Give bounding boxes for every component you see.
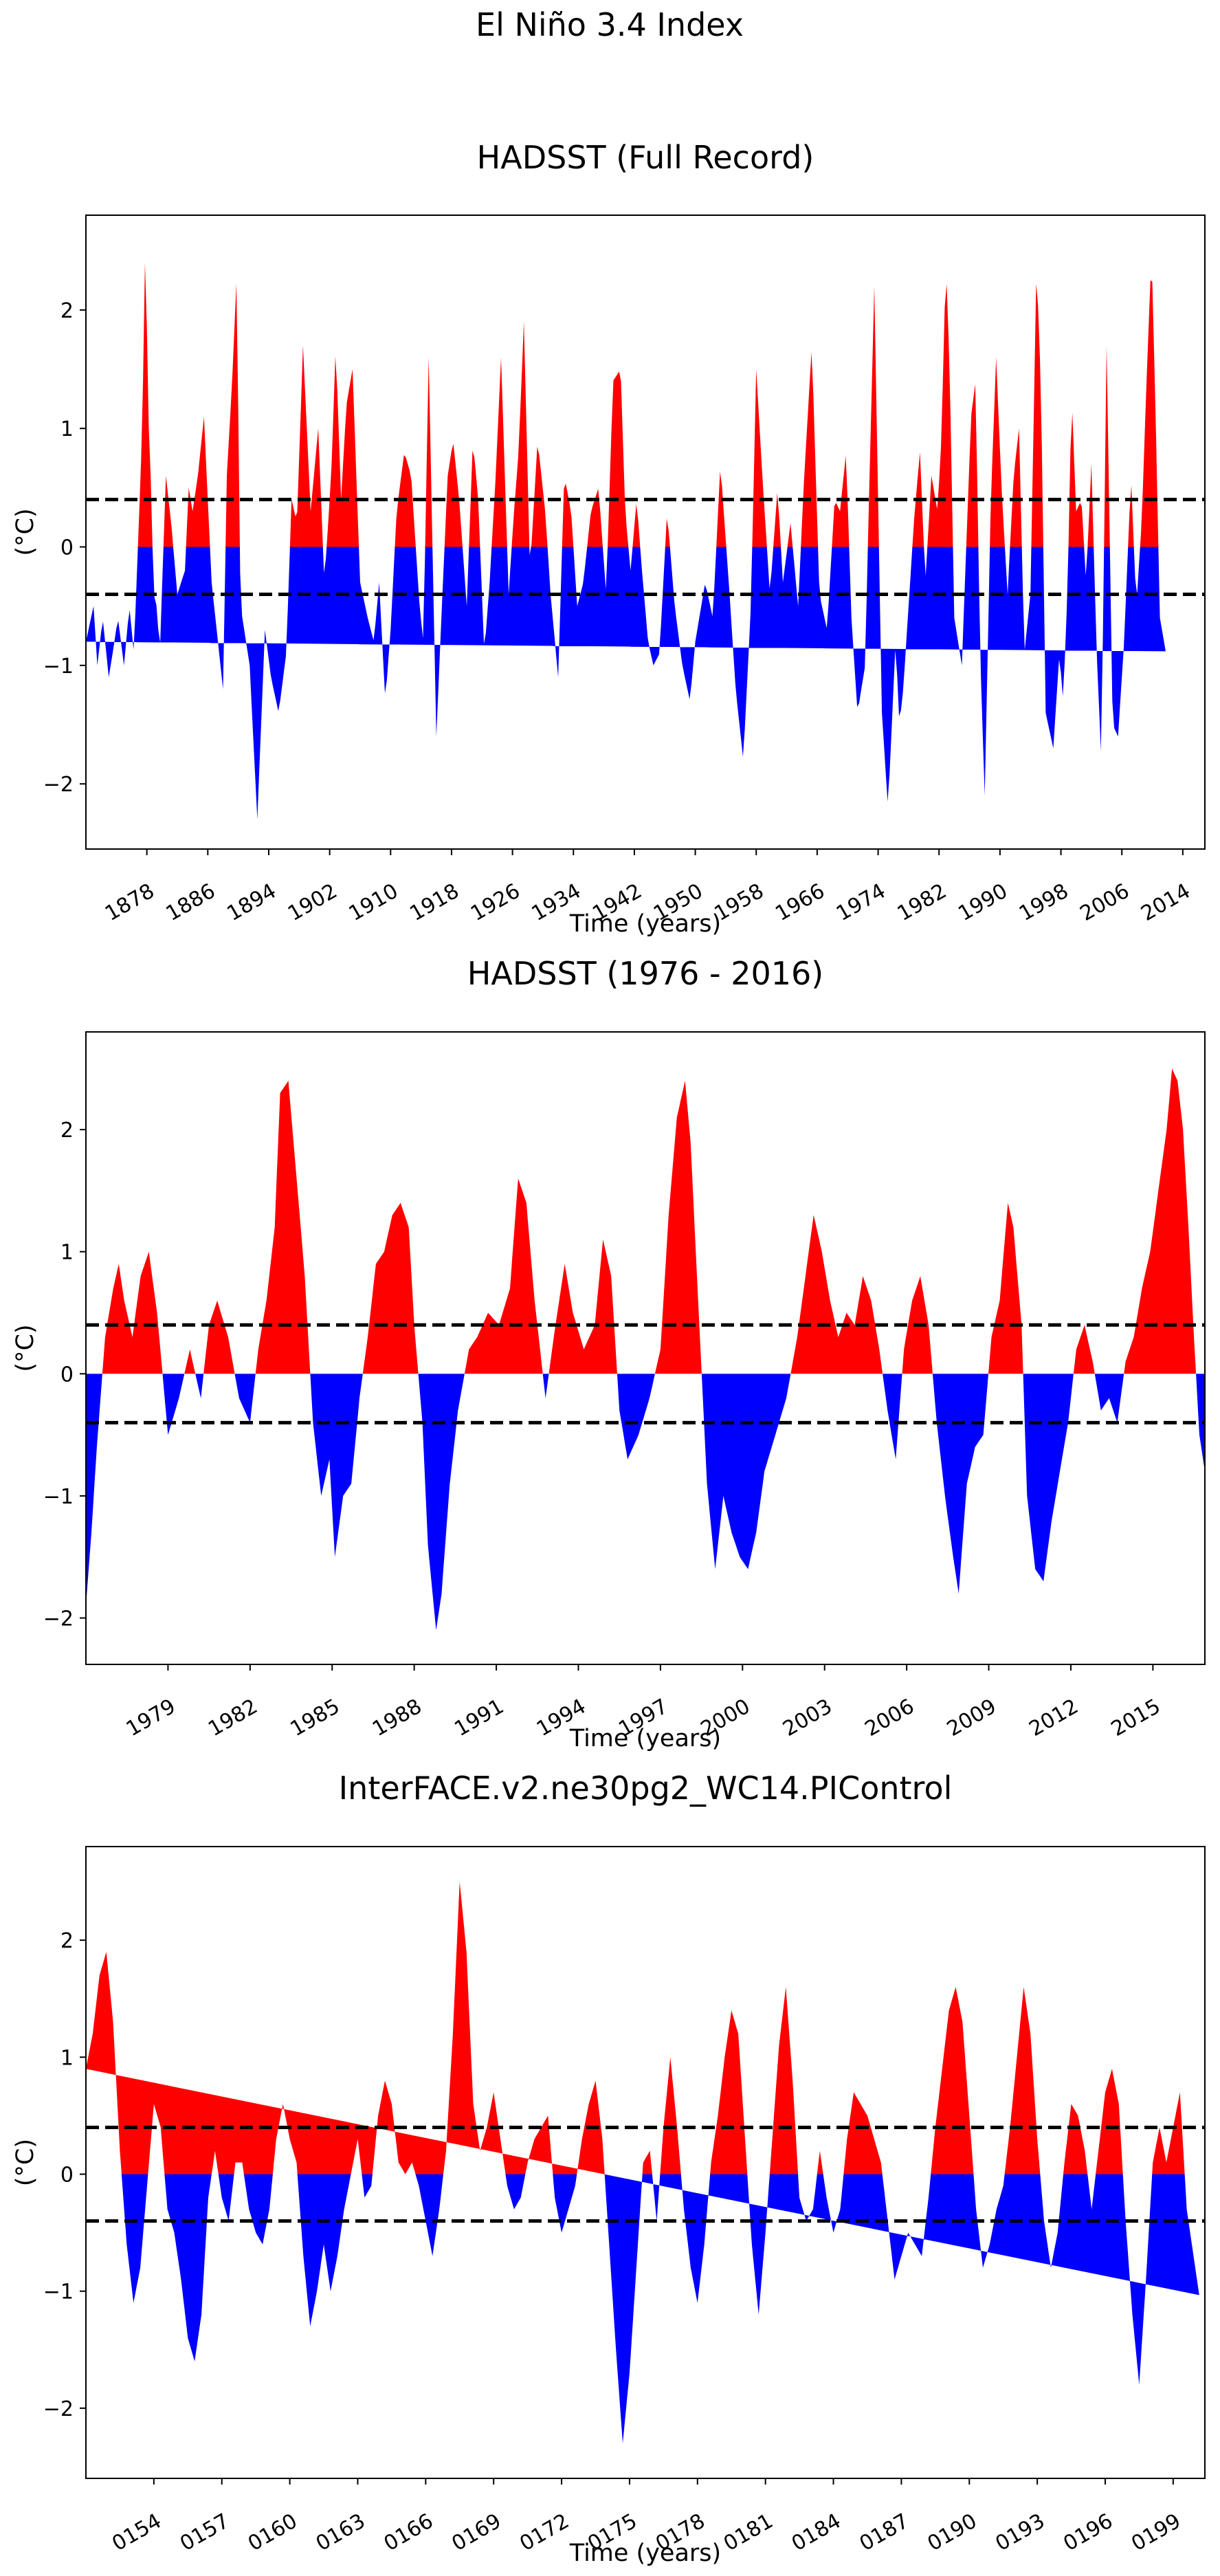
x-axis-label: Time (years)	[569, 1725, 721, 1752]
y-tick-label: −1	[43, 654, 74, 679]
x-tick-label: 0196	[1059, 2509, 1117, 2556]
y-tick-label: 2	[60, 299, 74, 323]
y-tick-label: −2	[43, 2397, 74, 2421]
x-tick-label: 0166	[380, 2509, 438, 2556]
x-tick-label: 1918	[406, 879, 463, 926]
x-tick-label: 1894	[223, 879, 280, 926]
y-tick-label: 1	[60, 2046, 74, 2070]
y-tick-label: −2	[43, 773, 74, 797]
negative-anomaly-area	[86, 547, 1166, 819]
positive-anomaly-area	[137, 262, 1159, 547]
x-tick-label: 1982	[204, 1695, 262, 1741]
x-tick-label: 1979	[122, 1695, 180, 1741]
x-tick-label: 1902	[284, 879, 342, 926]
plot-frame	[85, 1846, 1206, 2479]
y-tick-label: 0	[60, 2164, 74, 2188]
panel-picontrol: InterFACE.v2.ne30pg2_WC14.PIControl −2 −1 0…	[12, 1770, 1206, 2567]
x-axis-label: Time (years)	[569, 2540, 721, 2567]
positive-anomaly-area	[86, 1882, 1185, 2175]
positive-anomaly-area	[102, 1068, 1197, 1374]
x-tick-label: 1878	[101, 879, 159, 926]
chart-title: HADSST (1976 - 2016)	[467, 955, 823, 992]
x-tick-label: 0199	[1127, 2509, 1185, 2556]
x-tick-label: 0184	[788, 2509, 845, 2556]
x-tick-label: 2015	[1107, 1695, 1165, 1741]
x-tick-label: 1990	[954, 879, 1012, 926]
x-tick-label: 2003	[779, 1695, 836, 1741]
plot-area	[86, 1882, 1205, 2443]
x-axis-label: Time (years)	[569, 910, 721, 938]
x-tick-label: 1910	[345, 879, 403, 926]
y-tick-label: 0	[60, 1363, 74, 1387]
y-tick-label: 0	[60, 536, 74, 560]
x-tick-label: 1966	[771, 879, 829, 926]
x-tick-label: 1991	[450, 1695, 508, 1741]
x-tick-label: 1886	[162, 879, 220, 926]
figure-title: El Niño 3.4 Index	[476, 6, 744, 43]
panel-1976-2016: HADSST (1976 - 2016) −2 −1 0 1 2 1979 1982 1985 1…	[12, 955, 1206, 1752]
x-tick-label: 2006	[861, 1695, 919, 1741]
x-tick-label: 0169	[448, 2509, 506, 2556]
y-tick-label: −1	[43, 1485, 74, 1509]
chart-title: HADSST (Full Record)	[477, 139, 814, 176]
x-tick-label: 0157	[176, 2509, 234, 2556]
x-tick-label: 0163	[312, 2509, 370, 2556]
x-tick-label: 2006	[1076, 879, 1134, 926]
x-tick-label: 1926	[467, 879, 524, 926]
x-tick-label: 2014	[1137, 879, 1195, 926]
x-tick-label: 2012	[1025, 1695, 1083, 1741]
y-tick-label: 1	[60, 1241, 74, 1265]
x-tick-label: 0193	[992, 2509, 1050, 2556]
y-tick-label: −2	[43, 1607, 74, 1631]
y-tick-label: −1	[43, 2280, 74, 2304]
plot-frame	[85, 214, 1206, 850]
negative-anomaly-area	[121, 2174, 1199, 2443]
x-tick-label: 1982	[894, 879, 951, 926]
x-tick-label: 0181	[720, 2509, 777, 2556]
x-tick-label: 1985	[287, 1695, 344, 1741]
chart-title: InterFACE.v2.ne30pg2_WC14.PIControl	[339, 1770, 953, 1807]
x-tick-label: 0154	[108, 2509, 166, 2556]
x-tick-label: 0190	[924, 2509, 981, 2556]
y-axis-label: (°C)	[12, 508, 39, 555]
x-tick-label: 2009	[943, 1695, 1001, 1741]
y-tick-label: 2	[60, 1119, 74, 1143]
x-tick-label: 0187	[856, 2509, 913, 2556]
x-tick-label: 0160	[244, 2509, 302, 2556]
plot-area	[86, 1068, 1205, 1631]
y-axis-label: (°C)	[12, 1324, 39, 1372]
y-axis-label: (°C)	[12, 2139, 39, 2186]
x-tick-label: 1988	[368, 1695, 426, 1741]
negative-anomaly-area	[86, 1374, 1205, 1631]
plot-frame	[85, 1031, 1206, 1665]
x-tick-label: 0172	[515, 2509, 573, 2556]
x-tick-label: 1998	[1015, 879, 1073, 926]
y-tick-label: 2	[60, 1929, 74, 1953]
plot-area	[86, 262, 1205, 819]
y-tick-label: 1	[60, 417, 74, 441]
x-tick-label: 1974	[832, 879, 890, 926]
